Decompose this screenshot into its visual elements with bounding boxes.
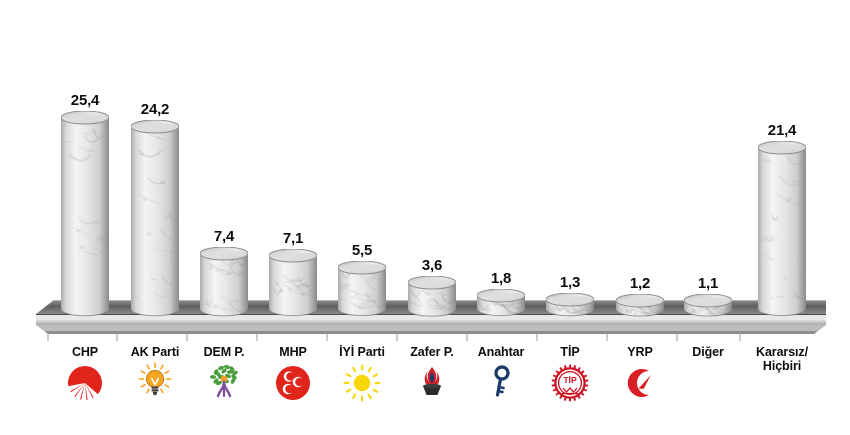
bar-ti̇p: 1,3 <box>546 261 594 318</box>
bar-value-label: 1,3 <box>559 274 581 292</box>
bar-value-label: 21,4 <box>767 122 797 140</box>
marble-cylinder <box>758 141 806 318</box>
bar-value-label: 5,5 <box>351 242 373 260</box>
marble-cylinder <box>269 249 317 318</box>
bar-ak-parti: 24,2 <box>131 88 179 318</box>
category-labels-container: CHP AK Parti DEM P. MHP İYİ Parti Zafer P. Ana… <box>0 338 850 435</box>
bar-diğer: 1,1 <box>684 262 732 318</box>
marble-cylinder <box>477 289 525 318</box>
bar-kararsız-hiçbiri: 21,4 <box>758 109 806 318</box>
category-label: CHP <box>71 345 99 359</box>
bar-dem-p-: 7,4 <box>200 215 248 318</box>
tip-gear-icon: TİP <box>522 362 618 404</box>
zafer-torch-icon <box>384 362 480 404</box>
bar-value-label: 24,2 <box>140 101 170 119</box>
chp-logo-icon <box>37 362 133 404</box>
iyi-sun-icon <box>314 362 410 404</box>
category-label: TİP <box>560 345 580 359</box>
marble-cylinder <box>131 120 179 318</box>
marble-cylinder <box>546 293 594 318</box>
bar-mhp: 7,1 <box>269 217 317 318</box>
bar-chp: 25,4 <box>61 79 109 318</box>
category-label: DEM P. <box>203 345 245 359</box>
category-7: Anahtar <box>453 338 549 404</box>
category-11: Kararsız/ Hiçbiri <box>734 338 830 418</box>
svg-text:TİP: TİP <box>563 375 577 385</box>
marble-cylinder <box>61 111 109 318</box>
bar-value-label: 1,1 <box>697 275 719 292</box>
marble-cylinder <box>338 261 386 318</box>
bar-value-label: 7,1 <box>282 230 304 248</box>
bar-value-label: 7,4 <box>213 228 235 246</box>
category-2: AK Parti <box>107 338 203 404</box>
bar-anahtar: 1,8 <box>477 257 525 318</box>
dem-tree-icon <box>176 362 272 404</box>
bars-container: 25,4 24,2 7,4 7,1 5,5 3,6 1,8 1,3 1,2 1,1 21,4 <box>61 79 806 318</box>
category-1: CHP <box>37 338 133 404</box>
category-5: İYİ Parti <box>314 338 410 404</box>
category-6: Zafer P. <box>384 338 480 404</box>
bar-value-label: 3,6 <box>421 256 443 274</box>
marble-cylinder <box>200 247 248 318</box>
axis-ticks <box>0 330 850 342</box>
category-3: DEM P. <box>176 338 272 404</box>
marble-cylinder <box>616 293 664 318</box>
akparti-bulb-icon <box>107 362 203 404</box>
bar-yrp: 1,2 <box>616 262 664 318</box>
category-8: TİP TİP <box>522 338 618 404</box>
no-logo <box>734 376 830 418</box>
category-label: Zafer P. <box>410 345 454 359</box>
marble-cylinder <box>684 294 732 318</box>
bar-i̇yi̇-parti: 5,5 <box>338 229 386 318</box>
yrp-crescent-icon <box>592 362 688 404</box>
category-9: YRP <box>592 338 688 404</box>
category-label: Kararsız/ Hiçbiri <box>756 345 808 373</box>
bar-value-label: 1,2 <box>629 274 651 292</box>
mhp-crescents-icon <box>245 362 341 404</box>
category-label: Anahtar <box>477 345 525 359</box>
bar-value-label: 25,4 <box>70 92 100 110</box>
category-label: Diğer <box>692 345 724 359</box>
category-10: Diğer <box>660 338 756 404</box>
category-label: AK Parti <box>130 345 180 359</box>
category-label: İYİ Parti <box>339 345 385 359</box>
bar-zafer-p-: 3,6 <box>408 244 456 318</box>
marble-cylinder <box>408 275 456 318</box>
category-label: YRP <box>627 345 653 359</box>
bar-value-label: 1,8 <box>490 270 512 288</box>
anahtar-key-icon <box>453 362 549 404</box>
category-label: MHP <box>279 345 307 359</box>
category-4: MHP <box>245 338 341 404</box>
